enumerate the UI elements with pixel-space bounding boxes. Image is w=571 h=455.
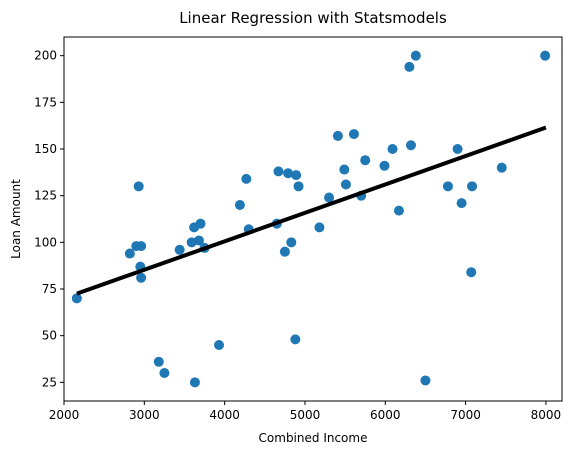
data-point-42 xyxy=(410,50,421,61)
data-point-50 xyxy=(540,50,551,61)
data-point-17 xyxy=(214,340,225,350)
data-point-27 xyxy=(291,170,302,181)
y-tick-label: 25 xyxy=(42,375,57,389)
data-point-26 xyxy=(290,334,301,345)
data-point-23 xyxy=(279,246,290,257)
data-point-29 xyxy=(314,222,325,233)
data-point-44 xyxy=(442,181,453,192)
x-tick-label: 6000 xyxy=(370,408,401,422)
regression-line xyxy=(76,125,547,296)
data-point-22 xyxy=(273,166,284,177)
data-point-28 xyxy=(293,181,304,192)
x-tick-label: 7000 xyxy=(450,408,481,422)
y-axis-ticks: 25 50 75 100 125 150 175 200 xyxy=(34,49,64,389)
data-point-48 xyxy=(467,181,478,192)
y-tick-label: 75 xyxy=(42,282,57,296)
x-tick-label: 8000 xyxy=(531,408,562,422)
data-point-14 xyxy=(193,235,204,246)
data-point-4 xyxy=(133,181,144,192)
data-point-37 xyxy=(379,160,390,171)
data-point-24 xyxy=(283,168,294,179)
data-points xyxy=(71,50,551,388)
data-point-33 xyxy=(340,179,351,190)
data-point-32 xyxy=(339,164,350,175)
data-point-34 xyxy=(348,129,359,140)
data-point-1 xyxy=(71,293,82,304)
data-point-39 xyxy=(393,205,404,216)
y-axis-label: Loan Amount xyxy=(9,179,23,259)
data-point-10 xyxy=(174,244,185,255)
data-point-2 xyxy=(124,248,135,259)
x-tick-label: 5000 xyxy=(290,408,321,422)
data-point-43 xyxy=(420,375,431,386)
y-tick-label: 100 xyxy=(34,235,57,249)
data-point-13 xyxy=(189,377,200,388)
data-point-9 xyxy=(159,368,170,378)
data-point-45 xyxy=(452,144,463,154)
plot-frame xyxy=(63,36,563,402)
y-tick-label: 125 xyxy=(34,189,57,203)
y-tick-label: 150 xyxy=(34,142,57,156)
data-point-8 xyxy=(153,356,164,367)
x-tick-label: 2000 xyxy=(49,408,80,422)
data-point-7 xyxy=(136,272,147,283)
data-point-19 xyxy=(241,173,252,184)
y-tick-label: 200 xyxy=(34,49,57,63)
chart-title: Linear Regression with Statsmodels xyxy=(179,9,447,27)
data-point-38 xyxy=(387,144,398,154)
data-point-47 xyxy=(466,267,477,278)
data-point-31 xyxy=(332,130,343,141)
data-point-30 xyxy=(324,192,335,203)
data-point-18 xyxy=(234,200,245,210)
data-point-25 xyxy=(286,237,297,248)
x-axis-ticks: 2000 3000 4000 5000 6000 7000 8000 xyxy=(49,401,561,422)
data-point-40 xyxy=(404,61,415,72)
data-point-36 xyxy=(360,155,371,166)
y-tick-label: 175 xyxy=(34,95,57,109)
data-point-49 xyxy=(496,162,507,173)
x-tick-label: 4000 xyxy=(209,408,240,422)
data-point-6 xyxy=(136,241,147,252)
data-point-41 xyxy=(405,140,416,151)
data-point-15 xyxy=(195,218,206,229)
data-point-46 xyxy=(456,198,467,209)
regression-line-layer xyxy=(76,125,547,296)
y-tick-label: 50 xyxy=(42,329,57,343)
x-tick-label: 3000 xyxy=(129,408,160,422)
x-axis-label: Combined Income xyxy=(259,431,368,445)
